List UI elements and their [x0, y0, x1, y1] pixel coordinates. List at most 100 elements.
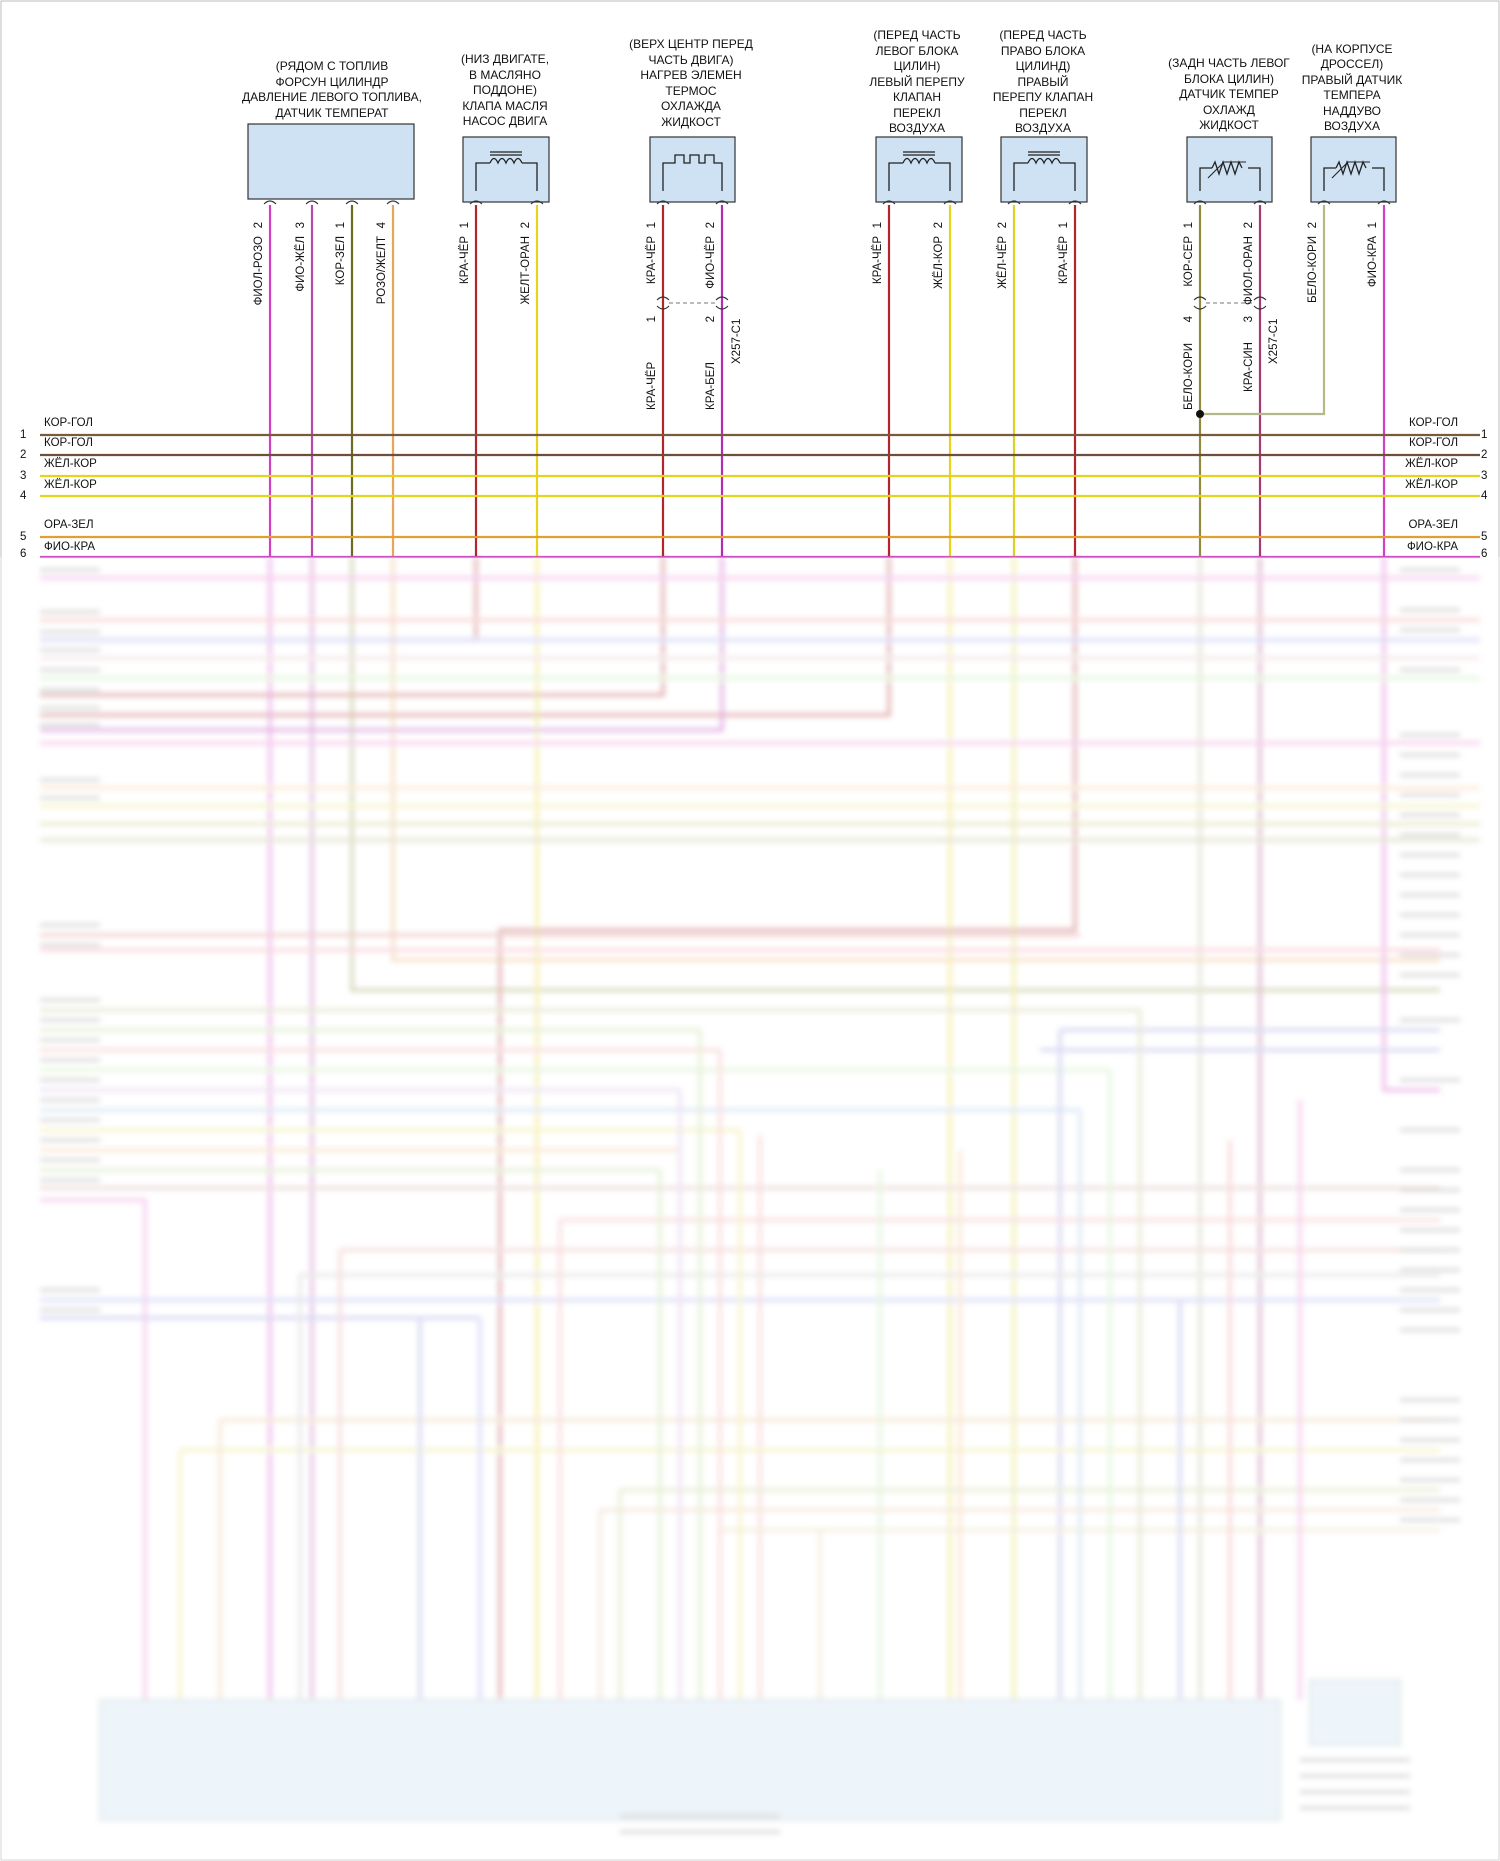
- svg-text:НАСОС ДВИГА: НАСОС ДВИГА: [463, 114, 548, 128]
- svg-text:ЖИДКОСТ: ЖИДКОСТ: [1199, 118, 1259, 132]
- bus-lines: [40, 433, 1480, 559]
- svg-text:ФИОЛ-ОРАН: ФИОЛ-ОРАН: [1243, 236, 1255, 305]
- svg-text:(НА КОРПУСЕ: (НА КОРПУСЕ: [1311, 42, 1392, 56]
- svg-text:БЕЛО-КОРИ: БЕЛО-КОРИ: [1307, 236, 1319, 303]
- pin-labels-top: 2 ФИОЛ-РОЗО 3 ФИО-ЖЁЛ 1 КОР-ЗЕЛ 4 РОЗО/Ж…: [253, 221, 1379, 410]
- svg-text:ЖЁЛ-КОР: ЖЁЛ-КОР: [1405, 458, 1458, 470]
- svg-text:КОР-ГОЛ: КОР-ГОЛ: [1409, 437, 1458, 449]
- svg-text:5: 5: [1481, 531, 1487, 543]
- thermistor-icon: [1211, 159, 1243, 177]
- left-bypass-valve-box: [875, 136, 963, 203]
- diagram-blurred-lower: [40, 557, 1480, 1834]
- svg-text:2: 2: [20, 449, 26, 461]
- svg-text:КРА-БЕЛ: КРА-БЕЛ: [705, 362, 717, 410]
- svg-text:ЦИЛИНД): ЦИЛИНД): [1016, 59, 1071, 73]
- svg-text:КРА-СИН: КРА-СИН: [1243, 342, 1255, 392]
- svg-text:2: 2: [705, 316, 717, 322]
- svg-text:ОРА-ЗЕЛ: ОРА-ЗЕЛ: [44, 519, 94, 531]
- component-oilpump-caption: (НИЗ ДВИГАТЕ, В МАСЛЯНО ПОДДОНЕ) КЛАПА М…: [461, 52, 549, 128]
- svg-text:КРА-ЧЁР: КРА-ЧЁР: [459, 236, 471, 284]
- svg-text:4: 4: [376, 221, 388, 228]
- oil-pump-valve-box: [462, 136, 550, 203]
- svg-text:6: 6: [20, 548, 26, 560]
- svg-text:ЦИЛИН): ЦИЛИН): [894, 59, 941, 73]
- svg-text:1: 1: [20, 429, 26, 441]
- svg-text:(РЯДОМ С ТОПЛИВ: (РЯДОМ С ТОПЛИВ: [276, 59, 388, 73]
- component-coolanttemp-caption: (ЗАДН ЧАСТЬ ЛЕВОГ БЛОКА ЦИЛИН) ДАТЧИК ТЕ…: [1168, 56, 1290, 132]
- svg-text:ПЕРЕПУ КЛАПАН: ПЕРЕПУ КЛАПАН: [993, 90, 1093, 104]
- svg-text:2: 2: [1481, 449, 1487, 461]
- svg-text:(ПЕРЕД ЧАСТЬ: (ПЕРЕД ЧАСТЬ: [873, 28, 960, 42]
- svg-text:КОР-ГОЛ: КОР-ГОЛ: [44, 437, 93, 449]
- svg-text:РОЗО/ЖЕЛТ: РОЗО/ЖЕЛТ: [376, 236, 388, 304]
- svg-text:КОР-СЕР: КОР-СЕР: [1183, 236, 1195, 287]
- component-fuel-caption: (РЯДОМ С ТОПЛИВ ФОРСУН ЦИЛИНДР ДАВЛЕНИЕ …: [242, 59, 422, 120]
- svg-text:X257-C1: X257-C1: [1268, 319, 1280, 364]
- svg-text:1: 1: [1058, 222, 1070, 228]
- svg-text:ФОРСУН ЦИЛИНДР: ФОРСУН ЦИЛИНДР: [275, 75, 388, 89]
- svg-text:ЖЁЛ-КОР: ЖЁЛ-КОР: [44, 458, 97, 470]
- svg-text:2: 2: [253, 222, 265, 228]
- svg-text:6: 6: [1481, 548, 1487, 560]
- svg-text:2: 2: [933, 222, 945, 228]
- svg-text:ЛЕВЫЙ ПЕРЕПУ: ЛЕВЫЙ ПЕРЕПУ: [869, 74, 965, 89]
- coil-icon: [489, 157, 523, 165]
- svg-text:КРА-ЧЁР: КРА-ЧЁР: [646, 236, 658, 284]
- svg-text:(ЗАДН ЧАСТЬ ЛЕВОГ: (ЗАДН ЧАСТЬ ЛЕВОГ: [1168, 56, 1290, 70]
- svg-text:ПРАВЫЙ: ПРАВЫЙ: [1017, 74, 1068, 89]
- svg-text:ВОЗДУХА: ВОЗДУХА: [1015, 121, 1071, 135]
- svg-text:5: 5: [20, 531, 26, 543]
- svg-text:1: 1: [1481, 429, 1487, 441]
- svg-text:ФИОЛ-РОЗО: ФИОЛ-РОЗО: [253, 236, 265, 305]
- svg-text:ФИО-КРА: ФИО-КРА: [44, 541, 95, 553]
- svg-text:ЖЁЛ-КОР: ЖЁЛ-КОР: [933, 236, 945, 289]
- svg-text:ЖИДКОСТ: ЖИДКОСТ: [661, 115, 721, 129]
- svg-text:4: 4: [20, 490, 27, 502]
- svg-text:4: 4: [1481, 490, 1488, 502]
- svg-text:X257-C1: X257-C1: [731, 319, 743, 364]
- svg-text:КЛАПА МАСЛЯ: КЛАПА МАСЛЯ: [462, 99, 547, 113]
- svg-text:ФИО-ЖЁЛ: ФИО-ЖЁЛ: [295, 236, 307, 292]
- svg-text:ПЕРЕКЛ: ПЕРЕКЛ: [893, 106, 941, 120]
- svg-text:3: 3: [1481, 470, 1487, 482]
- svg-text:(НИЗ ДВИГАТЕ,: (НИЗ ДВИГАТЕ,: [461, 52, 549, 66]
- thermistor-icon: [1335, 159, 1367, 177]
- splice-dot: [1196, 410, 1204, 418]
- svg-text:ЖЁЛ-КОР: ЖЁЛ-КОР: [44, 479, 97, 491]
- svg-text:1: 1: [646, 222, 658, 228]
- bus-labels-right: 1 КОР-ГОЛ 2 КОР-ГОЛ 3 ЖЁЛ-КОР 4 ЖЁЛ-КОР …: [1405, 417, 1488, 560]
- component-rightbypass-caption: (ПЕРЕД ЧАСТЬ ПРАВО БЛОКА ЦИЛИНД) ПРАВЫЙ …: [993, 28, 1093, 135]
- svg-text:ЖЁЛ-КОР: ЖЁЛ-КОР: [1405, 479, 1458, 491]
- svg-text:БЛОКА ЦИЛИН): БЛОКА ЦИЛИН): [1184, 72, 1274, 86]
- svg-text:ВОЗДУХА: ВОЗДУХА: [1324, 119, 1380, 133]
- svg-text:ФИО-КРА: ФИО-КРА: [1407, 541, 1458, 553]
- coil-icon: [902, 157, 936, 165]
- pin-stubs: [263, 200, 1391, 310]
- svg-text:В МАСЛЯНО: В МАСЛЯНО: [469, 68, 541, 82]
- svg-text:ДРОССЕЛ): ДРОССЕЛ): [1321, 57, 1383, 71]
- svg-text:ЛЕВОГ БЛОКА: ЛЕВОГ БЛОКА: [876, 44, 959, 58]
- svg-text:ЖЁЛ-ЧЁР: ЖЁЛ-ЧЁР: [997, 236, 1009, 289]
- svg-text:(ВЕРХ ЦЕНТР ПЕРЕД: (ВЕРХ ЦЕНТР ПЕРЕД: [629, 37, 753, 51]
- svg-text:ФИО-ЧЁР: ФИО-ЧЁР: [705, 236, 717, 289]
- svg-text:ПРАВЫЙ ДАТЧИК: ПРАВЫЙ ДАТЧИК: [1302, 72, 1403, 87]
- boost-temp-sensor-box: [1310, 136, 1397, 203]
- svg-text:3: 3: [295, 222, 307, 228]
- component-boosttemp-caption: (НА КОРПУСЕ ДРОССЕЛ) ПРАВЫЙ ДАТЧИК ТЕМПЕ…: [1302, 42, 1403, 133]
- svg-text:2: 2: [520, 222, 532, 228]
- diagram-top: (РЯДОМ С ТОПЛИВ ФОРСУН ЦИЛИНДР ДАВЛЕНИЕ …: [20, 28, 1488, 560]
- bus-labels-left: 1 КОР-ГОЛ 2 КОР-ГОЛ 3 ЖЁЛ-КОР 4 ЖЁЛ-КОР …: [20, 417, 97, 560]
- svg-text:ЧАСТЬ ДВИГА): ЧАСТЬ ДВИГА): [649, 53, 734, 67]
- svg-text:2: 2: [1243, 222, 1255, 228]
- svg-text:1: 1: [459, 222, 471, 228]
- svg-text:1: 1: [646, 316, 658, 322]
- svg-text:1: 1: [335, 222, 347, 228]
- coolant-temp-sensor-box: [1186, 136, 1273, 203]
- heater-element-box: [649, 136, 736, 203]
- svg-text:2: 2: [1307, 222, 1319, 228]
- svg-text:ФИО-КРА: ФИО-КРА: [1367, 236, 1379, 287]
- heater-element-icon: [662, 154, 723, 191]
- svg-text:ОХЛАЖДА: ОХЛАЖДА: [661, 99, 721, 113]
- svg-text:ТЕМПЕРА: ТЕМПЕРА: [1323, 88, 1380, 102]
